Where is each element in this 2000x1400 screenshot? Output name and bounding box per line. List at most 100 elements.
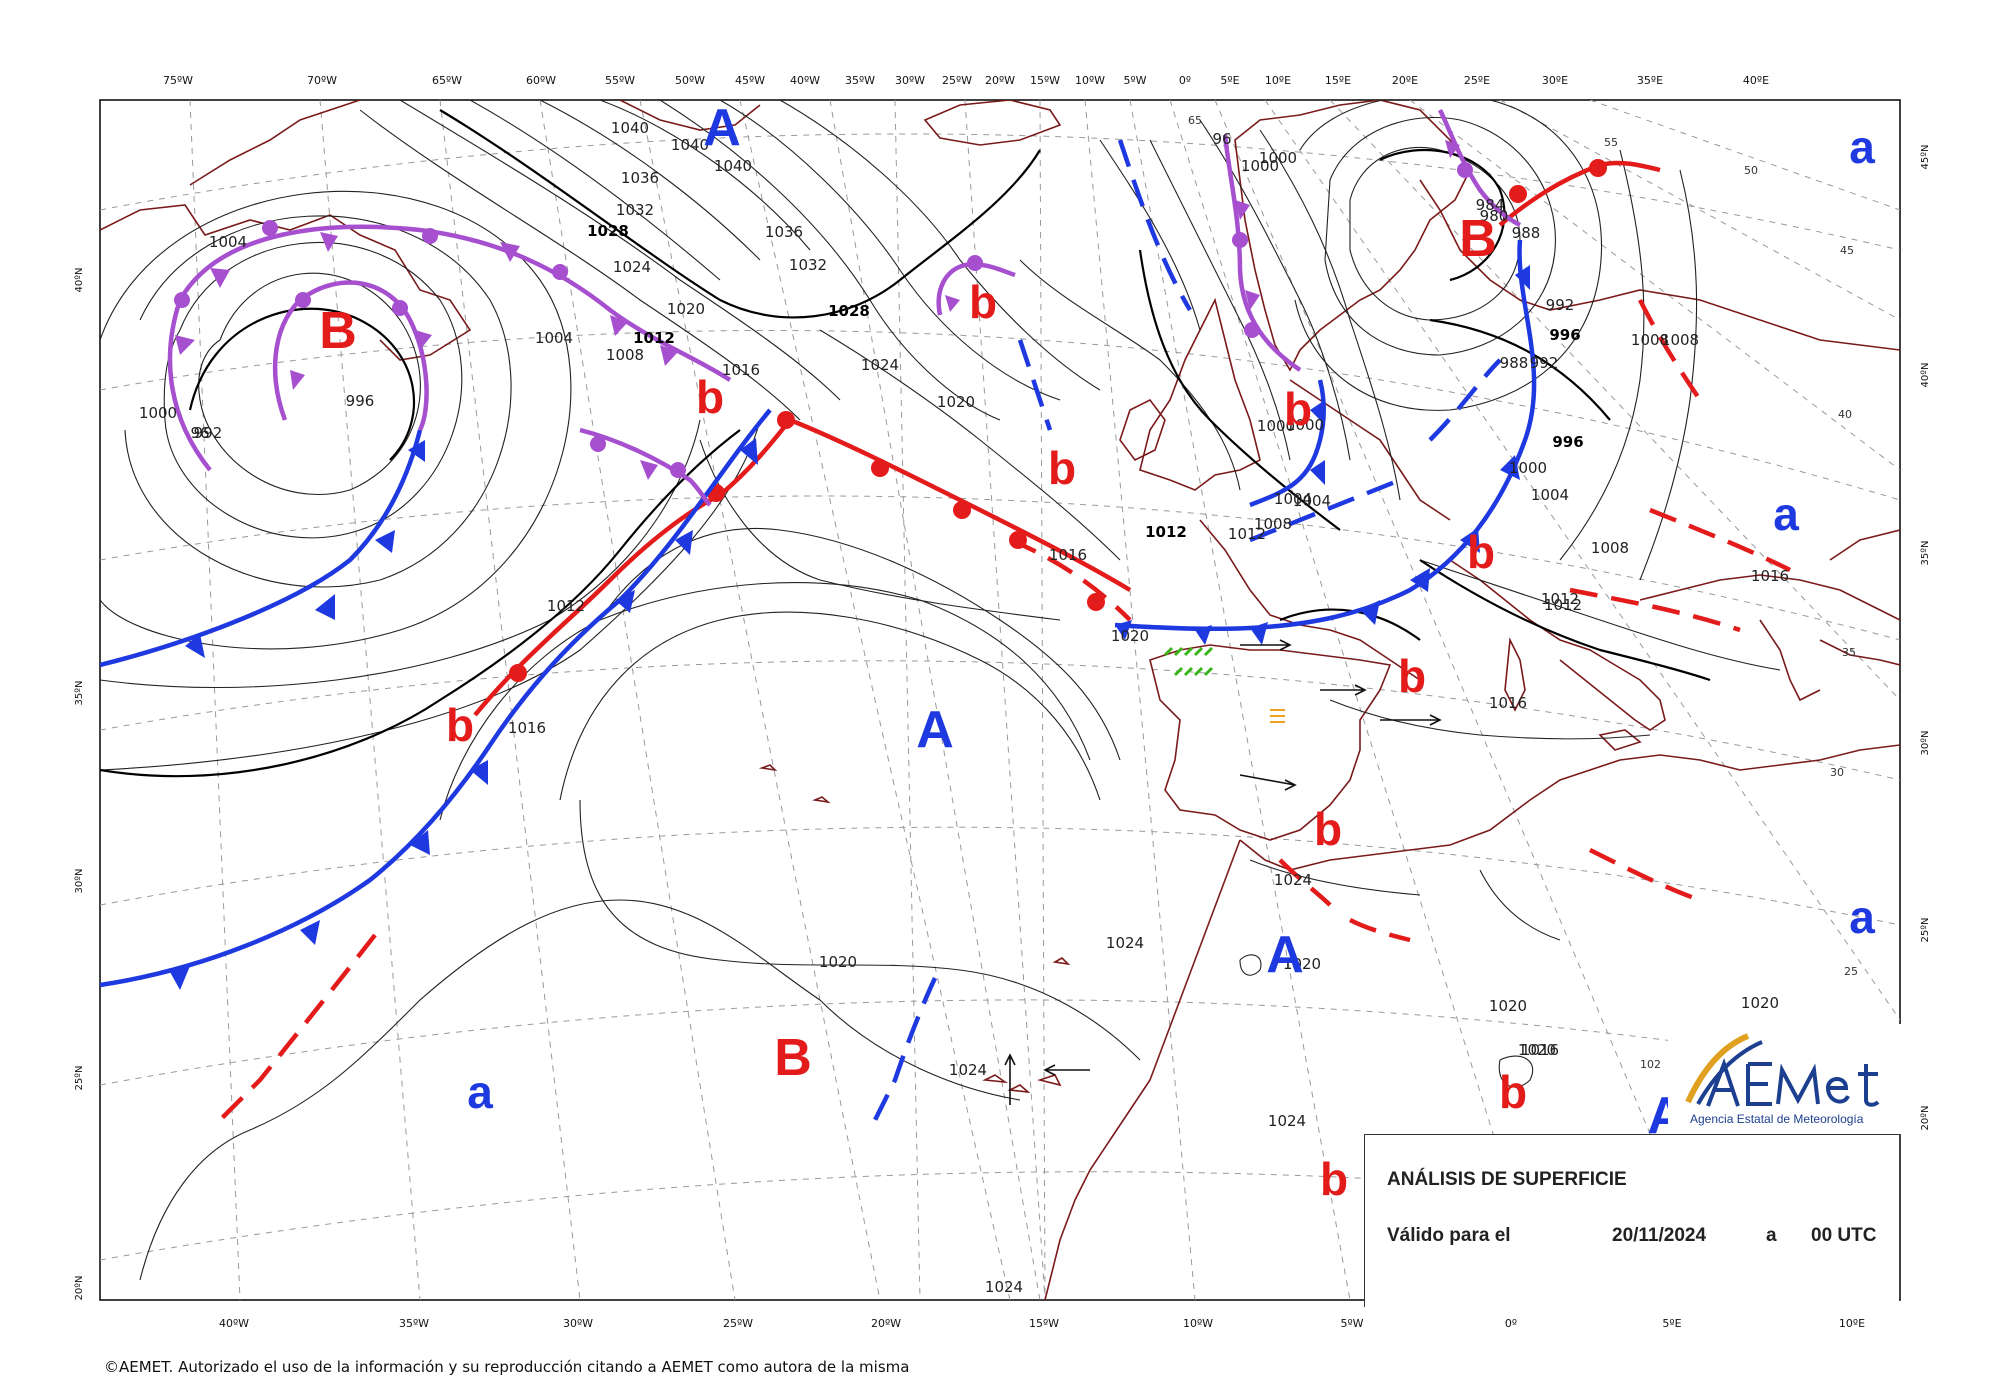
isobar-label: 1020 <box>667 300 705 318</box>
bottom-longitude-label: 5ºW <box>1340 1317 1363 1330</box>
wind-arrow <box>1240 639 1292 651</box>
isobar-label: 984 <box>1476 196 1505 214</box>
isobar-label: 1028 <box>587 222 629 240</box>
coastline-sicily <box>1598 729 1642 751</box>
isobar-label: 1032 <box>789 256 827 274</box>
occluded-front-sweden <box>1437 108 1522 228</box>
isobar-label: 1004 <box>1531 486 1569 504</box>
isobar-label: 1012 <box>633 329 675 347</box>
grid-label: 102 <box>1640 1058 1661 1071</box>
isobar-label: 980 <box>1480 207 1509 225</box>
coastline-canada <box>100 204 472 361</box>
coastline-greenland <box>619 100 761 131</box>
isobar-labels: 1040104010401036103210281024102010121008… <box>139 119 1789 1296</box>
isobar-label: 96 <box>190 424 209 442</box>
bottom-longitude-label: 35ºW <box>399 1317 429 1330</box>
isobar-label: 996 <box>1549 326 1580 344</box>
isobar-label: 1020 <box>1489 997 1527 1015</box>
isobar-label: 1024 <box>1268 1112 1306 1130</box>
top-longitude-label: 5ºW <box>1123 74 1146 87</box>
info-box: ANÁLISIS DE SUPERFICIE Válido para el 20… <box>1364 1134 1899 1307</box>
info-connector: a <box>1766 1225 1777 1246</box>
left-latitude-label: 20ºN <box>74 1276 85 1301</box>
isobar-label: 996 <box>346 392 375 410</box>
high-pressure-center: a <box>1773 488 1799 540</box>
isobar-label: 1012 <box>1544 596 1582 614</box>
isobar-label: 1024 <box>1274 871 1312 889</box>
coastline-british-isles <box>1139 297 1261 491</box>
isobar-label: 1012 <box>1145 523 1187 541</box>
occluded-front-symbols <box>174 140 1473 480</box>
isobar-label: 1000 <box>1241 157 1279 175</box>
right-latitude-labels: 45ºN 40ºN 35ºN 30ºN 25ºN 20ºN <box>1920 145 1931 1131</box>
isobar-label: 1020 <box>1283 955 1321 973</box>
bottom-longitude-label: 25ºW <box>723 1317 753 1330</box>
coastline-baltic <box>1419 179 1900 351</box>
isobar-label: 992 <box>194 424 223 442</box>
top-longitude-label: 40ºW <box>790 74 820 87</box>
bottom-longitude-label: 40ºW <box>219 1317 249 1330</box>
isobar-label: 1016 <box>1489 694 1527 712</box>
top-longitude-label: 50ºW <box>675 74 705 87</box>
low-pressure-center: b <box>1499 1066 1527 1118</box>
info-title: ANÁLISIS DE SUPERFICIE <box>1387 1169 1627 1190</box>
isobar-label: 1016 <box>1751 567 1789 585</box>
left-latitude-label: 25ºN <box>74 1066 85 1091</box>
coastline-greece <box>1759 619 1821 702</box>
bottom-longitude-label: 30ºW <box>563 1317 593 1330</box>
isobar-label: 1024 <box>1106 934 1144 952</box>
isobar-label: 996 <box>1552 433 1583 451</box>
bottom-longitude-label: 20ºW <box>871 1317 901 1330</box>
coastline-north-africa <box>1239 744 1900 871</box>
info-valid-time: 00 UTC <box>1811 1225 1877 1246</box>
wind-arrow <box>1004 1053 1016 1105</box>
grid-label: 45 <box>1840 244 1854 257</box>
isobar-label: 1000 <box>139 404 177 422</box>
rain-symbol <box>1163 646 1214 677</box>
wind-arrow <box>1320 684 1367 696</box>
graticule <box>100 100 1900 1300</box>
isobar-label: 1000 <box>1509 459 1547 477</box>
isobar-label: 1012 <box>1228 525 1266 543</box>
low-pressure-center: b <box>1284 383 1312 435</box>
coastline-canaries <box>982 1074 1062 1094</box>
top-longitude-label: 25ºE <box>1464 74 1490 87</box>
top-longitude-label: 20ºE <box>1392 74 1418 87</box>
coastline-east-med <box>1819 639 1900 666</box>
isobar-label: 1024 <box>613 258 651 276</box>
top-longitude-label: 65ºW <box>432 74 462 87</box>
top-longitude-label: 20ºW <box>985 74 1015 87</box>
low-pressure-center: b <box>1320 1153 1348 1205</box>
top-longitude-labels: 75ºW 70ºW 65ºW 60ºW 55ºW 50ºW 45ºW 40ºW 35ºW 30ºW… <box>163 74 1769 87</box>
coastline-labrador <box>189 100 361 186</box>
warm-front-central <box>789 417 1132 592</box>
isobar-label: 1020 <box>1111 627 1149 645</box>
high-pressure-center: A <box>916 701 954 759</box>
top-longitude-label: 30ºW <box>895 74 925 87</box>
low-pressure-center: B <box>774 1029 812 1087</box>
isobar-label: 988 <box>1500 354 1529 372</box>
bottom-longitude-label: 10ºE <box>1839 1317 1865 1330</box>
cold-front-dashed <box>872 139 1502 1122</box>
cold-front-atlantic <box>100 408 772 988</box>
low-pressure-center: b <box>1314 803 1342 855</box>
top-longitude-label: 35ºW <box>845 74 875 87</box>
top-longitude-label: 10ºE <box>1265 74 1291 87</box>
top-longitude-label: 0º <box>1179 74 1191 87</box>
wind-arrow <box>1380 714 1442 726</box>
occluded-front-greenland <box>936 262 1016 316</box>
cold-front-triangles <box>170 265 1530 990</box>
info-valid-label: Válido para el <box>1387 1225 1511 1246</box>
grid-labels: 65555045403530251102 <box>1188 114 1858 1071</box>
top-longitude-label: 45ºW <box>735 74 765 87</box>
isobar-label: 1024 <box>861 356 899 374</box>
isobar-label: 1040 <box>714 157 752 175</box>
isobars-bold <box>100 109 1711 778</box>
isobar-label: 1020 <box>937 393 975 411</box>
isobar-label: 1008 <box>1591 539 1629 557</box>
low-pressure-center: b <box>1467 526 1495 578</box>
low-pressure-center: B <box>1459 210 1497 268</box>
grid-label: 30 <box>1830 766 1844 779</box>
isobar-label: 992 <box>1546 296 1575 314</box>
bottom-longitude-labels: 40ºW 35ºW 30ºW 25ºW 20ºW 15ºW 10ºW 5ºW 0º 5ºE 10ºE <box>219 1317 1865 1330</box>
